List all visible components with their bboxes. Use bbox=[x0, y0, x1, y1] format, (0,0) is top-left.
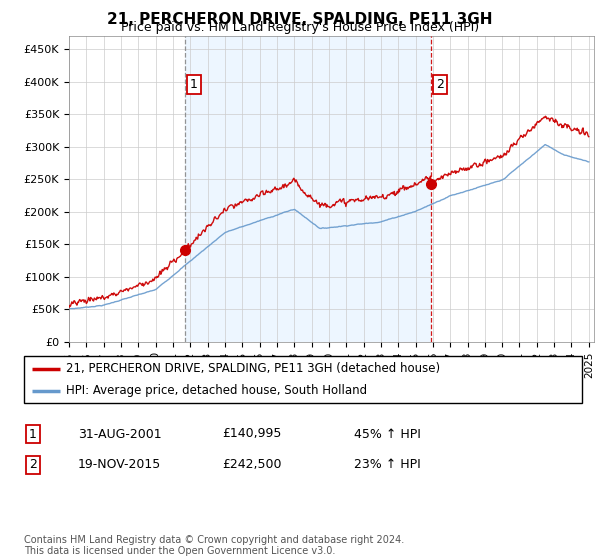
Text: Price paid vs. HM Land Registry's House Price Index (HPI): Price paid vs. HM Land Registry's House … bbox=[121, 21, 479, 34]
Text: HPI: Average price, detached house, South Holland: HPI: Average price, detached house, Sout… bbox=[66, 384, 367, 398]
FancyBboxPatch shape bbox=[24, 356, 582, 403]
Text: 19-NOV-2015: 19-NOV-2015 bbox=[78, 458, 161, 472]
Text: 21, PERCHERON DRIVE, SPALDING, PE11 3GH: 21, PERCHERON DRIVE, SPALDING, PE11 3GH bbox=[107, 12, 493, 27]
Text: 21, PERCHERON DRIVE, SPALDING, PE11 3GH (detached house): 21, PERCHERON DRIVE, SPALDING, PE11 3GH … bbox=[66, 362, 440, 375]
Text: £140,995: £140,995 bbox=[222, 427, 281, 441]
Text: £242,500: £242,500 bbox=[222, 458, 281, 472]
Text: 2: 2 bbox=[29, 458, 37, 472]
Text: 1: 1 bbox=[190, 78, 197, 91]
Text: 45% ↑ HPI: 45% ↑ HPI bbox=[354, 427, 421, 441]
Bar bbox=[185, 36, 431, 342]
Text: 23% ↑ HPI: 23% ↑ HPI bbox=[354, 458, 421, 472]
Text: 2: 2 bbox=[436, 78, 444, 91]
Text: 31-AUG-2001: 31-AUG-2001 bbox=[78, 427, 161, 441]
Text: 1: 1 bbox=[29, 427, 37, 441]
Text: Contains HM Land Registry data © Crown copyright and database right 2024.
This d: Contains HM Land Registry data © Crown c… bbox=[24, 535, 404, 557]
